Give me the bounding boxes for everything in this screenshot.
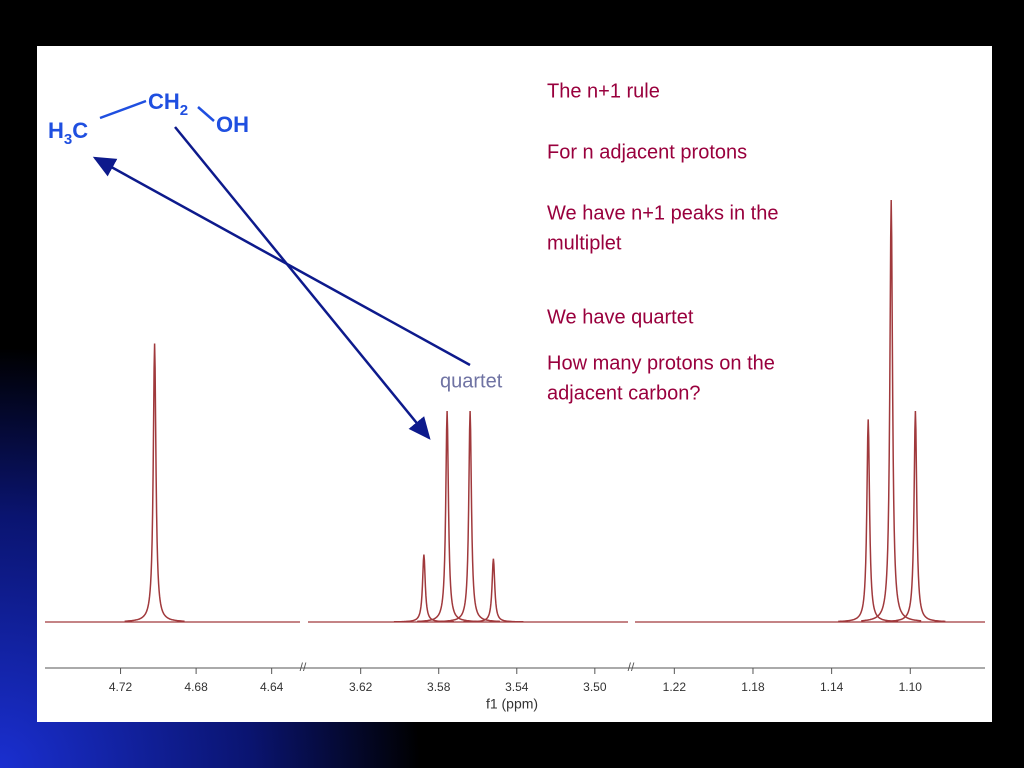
peak: [861, 199, 922, 622]
note: The n+1 rule: [547, 80, 660, 102]
subscript: 3: [64, 131, 72, 148]
axis-break: //: [300, 660, 307, 674]
oh-group: OH: [216, 112, 249, 137]
peak: [124, 343, 185, 622]
note: How many protons on the: [547, 352, 775, 374]
content-panel: [37, 46, 992, 722]
note: adjacent carbon?: [547, 382, 700, 404]
bond: [99, 99, 147, 120]
bond: [197, 106, 215, 122]
ch3-group: H3C: [48, 118, 88, 148]
x-axis-title: f1 (ppm): [486, 696, 538, 712]
x-tick-label: 4.68: [184, 680, 208, 694]
arrow: [174, 126, 431, 440]
atom: CH: [148, 89, 180, 114]
x-tick-label: 3.54: [505, 680, 529, 694]
notes: The n+1 rule For n adjacent protons We h…: [547, 80, 778, 404]
ch2-group: CH2: [148, 89, 188, 119]
x-tick-label: 3.62: [349, 680, 373, 694]
note: We have n+1 peaks in the: [547, 202, 778, 224]
x-tick-label: 3.58: [427, 680, 451, 694]
quartet-label: quartet: [440, 370, 503, 392]
peak: [463, 558, 524, 623]
x-tick-label: 1.22: [663, 680, 687, 694]
x-tick-label: 1.14: [820, 680, 844, 694]
peak: [417, 410, 478, 623]
note: For n adjacent protons: [547, 141, 747, 163]
note: We have quartet: [547, 306, 694, 328]
peak: [885, 410, 946, 623]
x-tick-label: 1.18: [741, 680, 765, 694]
x-tick-label: 4.64: [260, 680, 284, 694]
atom: H: [48, 118, 64, 143]
axis-break: //: [628, 660, 635, 674]
plot: 4.72 4.68 4.64 3.62 3.58 3.54 3.50 1.22 1.18 1.14…: [45, 199, 985, 694]
x-tick-label: 4.72: [109, 680, 133, 694]
arrow: [92, 156, 471, 367]
molecule: H3C CH2 OH: [48, 89, 249, 148]
atom: C: [72, 118, 88, 143]
x-tick-label: 1.10: [899, 680, 923, 694]
x-tick-label: 3.50: [583, 680, 607, 694]
subscript: 2: [180, 102, 188, 119]
note: multiplet: [547, 232, 622, 254]
peak: [440, 410, 501, 623]
